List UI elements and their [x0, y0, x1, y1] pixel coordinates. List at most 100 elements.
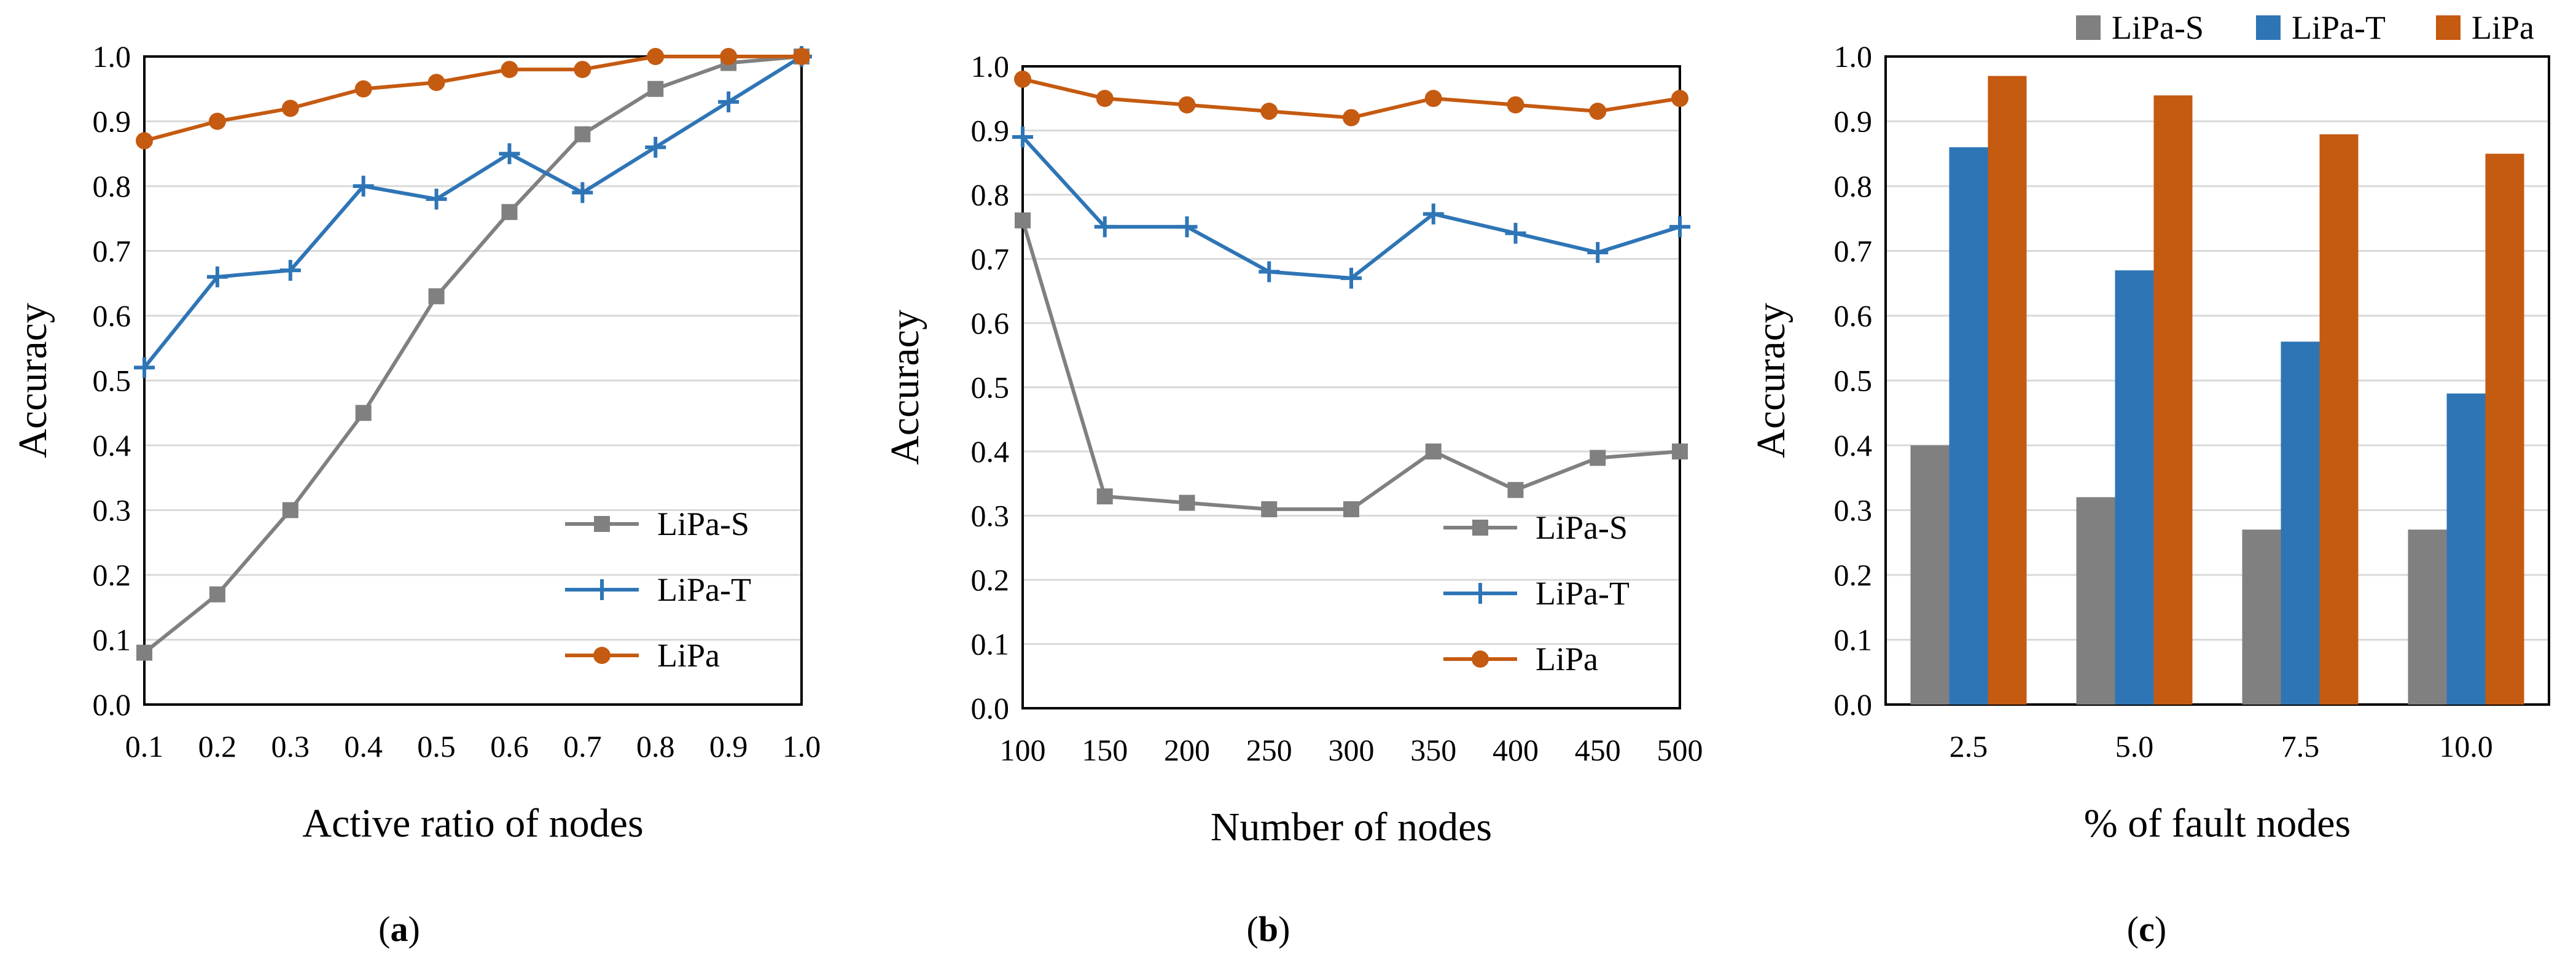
series-lipa-t	[1012, 126, 1690, 289]
y-tick-label: 0.9	[971, 114, 1010, 148]
legend-label-lipa: LiPa	[2472, 9, 2534, 46]
data-point	[1424, 90, 1442, 107]
y-tick-label: 0.5	[971, 370, 1010, 405]
legend-marker-lipa-t	[591, 579, 612, 600]
data-point	[1423, 203, 1444, 225]
x-tick-label: 350	[1410, 733, 1456, 767]
data-point	[136, 132, 153, 150]
y-tick-label: 0.2	[971, 563, 1010, 597]
data-point	[1590, 450, 1606, 466]
data-point	[354, 80, 372, 98]
data-point	[206, 266, 228, 287]
bar	[2076, 497, 2115, 705]
x-tick-label: 0.5	[417, 729, 456, 764]
data-point	[501, 204, 518, 221]
data-point	[1507, 482, 1524, 498]
bar	[1910, 445, 1950, 705]
data-point	[355, 405, 372, 421]
y-tick-label: 0.8	[1834, 169, 1873, 203]
bar	[2153, 95, 2193, 705]
data-point	[1343, 501, 1359, 518]
bar	[1949, 147, 1988, 705]
y-tick-label: 1.0	[971, 49, 1010, 84]
legend-label-lipa-t: LiPa-T	[2292, 9, 2386, 46]
data-point	[279, 260, 301, 281]
y-tick-label: 0.3	[93, 493, 131, 528]
legend-marker-lipa-s	[1472, 520, 1488, 536]
bar	[2319, 134, 2359, 705]
x-tick-label: 10.0	[2439, 729, 2493, 764]
data-point	[720, 48, 738, 65]
data-point	[353, 176, 374, 197]
x-tick-label: 250	[1246, 733, 1292, 767]
x-tick-label: 0.9	[709, 729, 748, 764]
bar	[2485, 154, 2524, 705]
data-point	[501, 61, 518, 79]
data-point	[208, 112, 226, 130]
x-tick-label: 0.3	[271, 729, 310, 764]
x-axis-title: Active ratio of nodes	[302, 801, 643, 846]
x-tick-label: 400	[1493, 733, 1539, 767]
legend-label-lipa-s: LiPa-S	[1536, 509, 1628, 546]
plot-frame	[143, 55, 803, 706]
x-tick-label: 7.5	[2281, 729, 2320, 764]
series-line-lipa	[144, 55, 802, 143]
y-tick-label: 0.4	[971, 434, 1010, 469]
y-tick-label: 0.2	[93, 558, 131, 592]
y-tick-label: 0.6	[93, 299, 131, 333]
data-point	[1507, 96, 1524, 114]
y-tick-label: 0.7	[971, 242, 1010, 276]
data-point	[281, 100, 299, 117]
series-lipa-t	[1949, 147, 2486, 705]
data-point	[209, 586, 225, 603]
panel-a: 0.0 0.1 0.2 0.3 0.4 0.5 0.6 0.7 0.8 0.9 1.0 Active …	[10, 39, 821, 846]
data-point	[1012, 126, 1033, 147]
data-point	[134, 357, 155, 378]
data-point	[427, 74, 445, 92]
series-lipa-s	[1910, 445, 2447, 705]
y-tick-label: 0.1	[971, 627, 1010, 662]
data-point	[647, 48, 665, 65]
y-tick-label: 0.6	[971, 306, 1010, 340]
y-tick-label: 0.1	[93, 623, 131, 657]
legend-label-lipa-s: LiPa-S	[2112, 9, 2204, 46]
y-tick-label: 0.3	[971, 499, 1010, 533]
legend-label-lipa: LiPa	[657, 637, 720, 674]
data-point	[645, 136, 666, 158]
data-point	[1672, 443, 1688, 459]
bar	[1988, 76, 2027, 705]
data-point	[1589, 103, 1607, 120]
x-tick-label: 300	[1329, 733, 1375, 767]
caption-c: (c)	[2127, 909, 2166, 949]
data-point	[1261, 501, 1278, 518]
legend-marker-lipa	[1472, 650, 1489, 668]
data-point	[572, 182, 593, 203]
data-point	[1094, 216, 1115, 238]
legend-label-lipa: LiPa	[1536, 641, 1598, 678]
y-axis-title: Accuracy	[883, 310, 927, 465]
x-tick-label: 200	[1164, 733, 1210, 767]
legend-label-lipa-s: LiPa-S	[657, 506, 749, 542]
data-point	[1176, 216, 1198, 238]
y-tick-label: 1.0	[93, 39, 131, 74]
y-axis-title: Accuracy	[1749, 303, 1793, 458]
data-point	[1259, 261, 1280, 283]
caption-b: (b)	[1247, 909, 1290, 949]
x-axis-title: % of fault nodes	[2084, 801, 2351, 846]
legend-swatch-lipa-t	[2256, 15, 2281, 40]
bar	[2242, 529, 2281, 705]
data-point	[136, 644, 152, 661]
panel-b: 0.0 0.1 0.2 0.3 0.4 0.5 0.6 0.7 0.8 0.9 1.0 Number …	[883, 49, 1703, 850]
x-axis-title: Number of nodes	[1211, 805, 1492, 850]
y-tick-label: 0.9	[93, 104, 131, 139]
panel-c: 0.0 0.1 0.2 0.3 0.4 0.5 0.6 0.7 0.8 0.9 1.0 % of fa…	[1749, 9, 2550, 846]
bar	[2408, 529, 2447, 705]
legend-label-lipa-t: LiPa-T	[657, 571, 751, 608]
y-axis-title: Accuracy	[10, 303, 55, 458]
series-line-lipa-t	[142, 55, 803, 369]
data-point	[426, 189, 447, 210]
data-point	[718, 91, 740, 112]
x-tick-label: 0.2	[198, 729, 237, 764]
data-point	[793, 48, 810, 65]
data-point	[282, 502, 299, 518]
